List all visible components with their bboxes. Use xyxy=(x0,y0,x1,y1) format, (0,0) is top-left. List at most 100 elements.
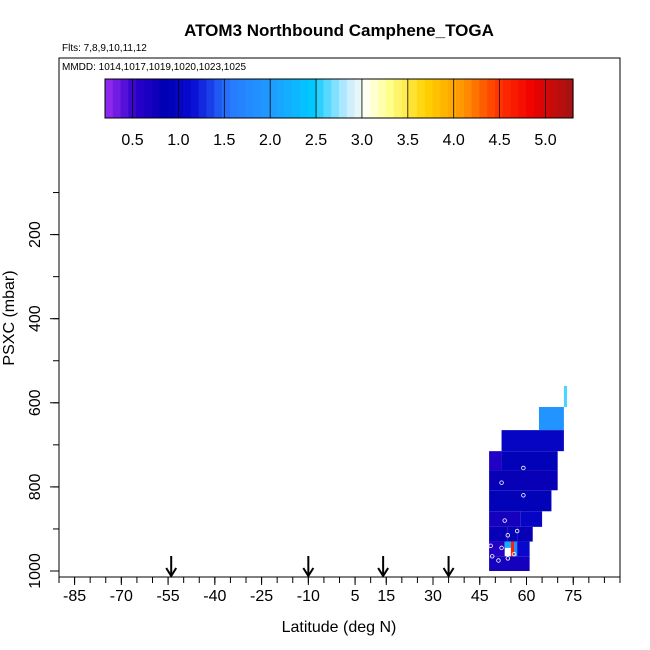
colorbar-segment xyxy=(463,79,473,118)
x-tick-label: -25 xyxy=(250,588,273,605)
x-tick-label: -55 xyxy=(157,588,180,605)
colorbar-segment xyxy=(253,79,262,118)
colorbar-segment xyxy=(424,79,434,118)
x-tick-label: -10 xyxy=(297,588,320,605)
colorbar-tick-label: 3.0 xyxy=(351,132,373,149)
heatmap-cell xyxy=(489,526,508,542)
heatmap-cell xyxy=(514,541,518,557)
heatmap-cell xyxy=(510,541,515,557)
colorbar-segment xyxy=(393,79,402,118)
colorbar-segment xyxy=(112,79,122,118)
colorbar-tick-label: 0.5 xyxy=(121,132,143,149)
colorbar-segment xyxy=(557,79,566,118)
colorbar-segment xyxy=(183,79,192,118)
colorbar-segment xyxy=(229,79,239,118)
colorbar-tick-label: 3.5 xyxy=(397,132,419,149)
colorbar-segment xyxy=(502,79,512,118)
colorbar-segment xyxy=(479,79,488,118)
colorbar-segment xyxy=(354,79,363,118)
colorbar-tick-label: 2.0 xyxy=(259,132,281,149)
x-axis-label: Latitude (deg N) xyxy=(282,619,397,636)
colorbar-segment xyxy=(346,79,356,118)
colorbar-segment xyxy=(261,79,270,118)
heatmap-cell xyxy=(501,430,564,452)
y-tick-label: 1000 xyxy=(27,553,44,589)
x-axis: -85 -70 -55 -40 -25 -10 5 15 30 45 60 75 xyxy=(58,577,621,605)
colorbar-segment xyxy=(331,79,340,118)
colorbar-segment xyxy=(401,79,410,118)
y-tick-label: 600 xyxy=(27,389,44,416)
down-arrow-icon xyxy=(165,556,178,578)
down-arrow-icon xyxy=(302,556,315,578)
colorbar-segment xyxy=(409,79,418,118)
x-tick-label: 75 xyxy=(564,588,582,605)
colorbar-segment xyxy=(136,79,145,118)
colorbar-segment xyxy=(526,79,535,118)
heatmap-cell xyxy=(501,451,558,471)
colorbar-segment xyxy=(518,79,527,118)
colorbar-segment xyxy=(175,79,184,118)
colorbar-segment xyxy=(534,79,543,118)
heatmap-cell xyxy=(507,526,518,542)
colorbar-tick-label: 5.0 xyxy=(534,132,556,149)
colorbar-segment xyxy=(378,79,387,118)
chart-title: ATOM3 Northbound Camphene_TOGA xyxy=(184,21,494,40)
y-axis-label: PSXC (mbar) xyxy=(1,270,18,365)
sample-point xyxy=(505,556,510,561)
colorbar-segment xyxy=(315,79,324,118)
sample-point xyxy=(496,558,501,563)
sample-point xyxy=(521,493,526,498)
colorbar-segment xyxy=(292,79,301,118)
heatmap-cell xyxy=(517,541,530,557)
x-tick-label: -85 xyxy=(63,588,86,605)
colorbar-segment xyxy=(144,79,153,118)
sample-point xyxy=(502,518,507,523)
heatmap-cell xyxy=(489,451,502,471)
down-arrow-icon xyxy=(377,556,389,578)
colorbar-tick-label: 4.0 xyxy=(443,132,465,149)
colorbar-segment xyxy=(222,79,231,118)
colorbar-segment xyxy=(190,79,200,118)
sample-point xyxy=(488,543,493,548)
colorbar xyxy=(104,78,574,119)
heatmap-cell xyxy=(489,470,558,491)
x-tick-label: 60 xyxy=(518,588,536,605)
heatmap-cell xyxy=(489,541,505,557)
heatmap-cells xyxy=(489,385,568,571)
colorbar-segment xyxy=(151,79,161,118)
colorbar-segment xyxy=(245,79,254,118)
flights-annotation: Flts: 7,8,9,10,11,12 xyxy=(62,43,147,54)
colorbar-segment xyxy=(565,79,574,118)
colorbar-segment xyxy=(432,79,441,118)
arrow-head xyxy=(377,567,389,578)
colorbar-segment xyxy=(510,79,519,118)
x-tick-label: -70 xyxy=(110,588,133,605)
sample-point xyxy=(499,480,504,485)
colorbar-segment xyxy=(385,79,395,118)
sample-point xyxy=(521,465,526,471)
x-tick-label: 5 xyxy=(351,588,360,605)
colorbar-segment xyxy=(159,79,168,118)
colorbar-segment xyxy=(448,79,457,118)
sample-points xyxy=(488,465,526,563)
sample-point xyxy=(511,551,517,557)
heatmap-cell xyxy=(504,541,511,548)
heatmap-cell xyxy=(563,385,568,408)
heatmap-cell xyxy=(517,526,533,542)
arrow-head xyxy=(442,567,455,578)
flight-arrows xyxy=(165,556,455,578)
y-axis: 200 400 600 800 1000 xyxy=(27,192,59,589)
colorbar-segment xyxy=(417,79,426,118)
colorbar-segment xyxy=(339,79,348,118)
colorbar-tick-label: 2.5 xyxy=(305,132,327,149)
sample-point xyxy=(514,528,520,534)
colorbar-segment xyxy=(541,79,551,118)
sample-point xyxy=(490,554,495,559)
x-tick-label: -40 xyxy=(203,588,226,605)
colorbar-segment xyxy=(214,79,223,118)
colorbar-tick-labels: 0.5 1.0 1.5 2.0 2.5 3.0 3.5 4.0 4.5 5.0 xyxy=(121,132,556,149)
colorbar-segment xyxy=(323,79,332,118)
colorbar-segment xyxy=(198,79,207,118)
colorbar-segment xyxy=(206,79,215,118)
y-tick-label: 200 xyxy=(27,221,44,248)
